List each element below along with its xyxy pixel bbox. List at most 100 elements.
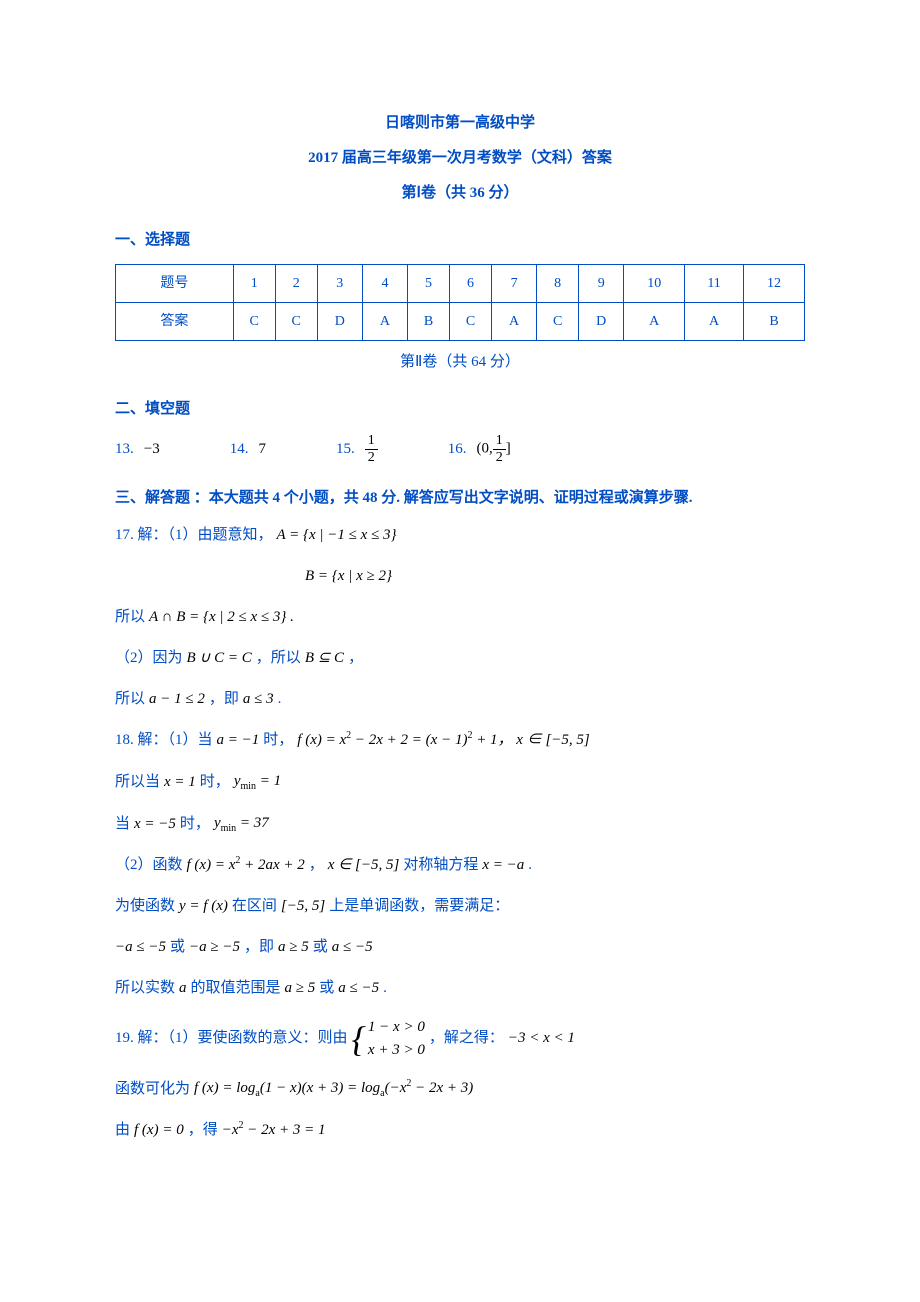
t: + 1， x ∈ [−5, 5] bbox=[472, 732, 589, 748]
math: A ∩ B = {x | 2 ≤ x ≤ 3} . bbox=[149, 604, 294, 631]
math: f (x) = x2 + 2ax + 2 bbox=[187, 852, 305, 879]
math: A = {x | −1 ≤ x ≤ 3} bbox=[277, 522, 397, 549]
cell: A bbox=[624, 303, 685, 341]
brace-content: 1 − x > 0 x + 3 > 0 bbox=[368, 1016, 425, 1061]
text: （2）函数 bbox=[115, 852, 183, 879]
row-label: 答案 bbox=[116, 303, 234, 341]
text: 所以当 bbox=[115, 769, 160, 796]
math: f (x) = x2 − 2x + 2 = (x − 1)2 + 1， x ∈ … bbox=[297, 727, 589, 754]
brace-icon: { bbox=[352, 1021, 366, 1057]
math: −a ≤ −5 bbox=[115, 934, 166, 961]
math: ymin = 37 bbox=[214, 810, 269, 838]
t: = 1 bbox=[256, 773, 281, 789]
text: . bbox=[528, 852, 532, 879]
suffix: ] bbox=[506, 441, 511, 457]
cell: 7 bbox=[491, 265, 536, 303]
math: y = f (x) bbox=[179, 893, 228, 920]
math: B ⊆ C bbox=[305, 645, 344, 672]
solution-line: 所以实数 a 的取值范围是 a ≥ 5 或 a ≤ −5 . bbox=[115, 975, 805, 1002]
math: a ≤ −5 bbox=[338, 975, 379, 1002]
text: 所以实数 bbox=[115, 975, 175, 1002]
solution-line: 所以当 x = 1 时， ymin = 1 bbox=[115, 768, 805, 796]
math: −x2 − 2x + 3 = 1 bbox=[222, 1117, 326, 1144]
text: 所以 bbox=[115, 686, 145, 713]
cell: 9 bbox=[579, 265, 624, 303]
text: ，得 bbox=[188, 1117, 218, 1144]
text: ，所以 bbox=[256, 645, 301, 672]
cell: C bbox=[450, 303, 492, 341]
math: a bbox=[179, 975, 187, 1002]
text: 对称轴方程 bbox=[403, 852, 478, 879]
math: a ≥ 5 bbox=[285, 975, 316, 1002]
text: . bbox=[278, 686, 282, 713]
part1-header: 第Ⅰ卷（共 36 分） bbox=[115, 180, 805, 207]
text: 上是单调函数，需要满足： bbox=[329, 893, 509, 920]
table-row: 答案 C C D A B C A C D A A B bbox=[116, 303, 805, 341]
cell: C bbox=[275, 303, 317, 341]
frac-den: 2 bbox=[365, 450, 378, 465]
t: − 2x + 3 = 1 bbox=[244, 1122, 326, 1138]
t: (1 − x)(x + 3) = log bbox=[260, 1080, 380, 1096]
math: x = −5 bbox=[134, 811, 176, 838]
fill-val: (0,12] bbox=[476, 433, 510, 465]
cell: B bbox=[743, 303, 804, 341]
text: 当 bbox=[115, 811, 130, 838]
math: −3 < x < 1 bbox=[508, 1025, 575, 1052]
t: f (x) = x bbox=[187, 857, 236, 873]
t: − 2x + 2 = (x − 1) bbox=[351, 732, 467, 748]
frac-num: 1 bbox=[493, 433, 506, 449]
t: − 2x + 3) bbox=[411, 1080, 473, 1096]
math: a = −1 bbox=[217, 727, 260, 754]
sub: min bbox=[221, 823, 237, 834]
text: 或 bbox=[319, 975, 334, 1002]
math: a − 1 ≤ 2 bbox=[149, 686, 205, 713]
solution-line: 18. 解：（1）当 a = −1 时， f (x) = x2 − 2x + 2… bbox=[115, 727, 805, 754]
prefix: (0, bbox=[476, 441, 492, 457]
fill-blank-row: 13. −3 14. 7 15. 1 2 16. (0,12] bbox=[115, 433, 805, 465]
text: 17. 解：（1）由题意知， bbox=[115, 522, 273, 549]
cell: D bbox=[579, 303, 624, 341]
text: ，即 bbox=[209, 686, 239, 713]
cell: 4 bbox=[362, 265, 407, 303]
math: x = 1 bbox=[164, 769, 196, 796]
brace-system: { 1 − x > 0 x + 3 > 0 bbox=[352, 1016, 425, 1061]
text: ， bbox=[309, 852, 324, 879]
cell: 11 bbox=[685, 265, 744, 303]
section2-title: 二、填空题 bbox=[115, 396, 805, 423]
exam-title: 2017 届高三年级第一次月考数学（文科）答案 bbox=[115, 145, 805, 172]
math: f (x) = 0 bbox=[134, 1117, 184, 1144]
cell: A bbox=[685, 303, 744, 341]
cell: C bbox=[233, 303, 275, 341]
text: 函数可化为 bbox=[115, 1076, 190, 1103]
solution-line: 由 f (x) = 0 ，得 −x2 − 2x + 3 = 1 bbox=[115, 1117, 805, 1144]
frac-den: 2 bbox=[493, 450, 506, 465]
math: ymin = 1 bbox=[234, 768, 281, 796]
math: x ∈ [−5, 5] bbox=[328, 852, 400, 879]
sub: min bbox=[240, 781, 256, 792]
math: f (x) = loga(1 − x)(x + 3) = loga(−x2 − … bbox=[194, 1075, 473, 1103]
text: 所以 bbox=[115, 604, 145, 631]
cell: A bbox=[491, 303, 536, 341]
t: + 2ax + 2 bbox=[240, 857, 304, 873]
solution-line: （2）因为 B ∪ C = C ，所以 B ⊆ C ， bbox=[115, 645, 805, 672]
solution-line: 所以 a − 1 ≤ 2 ，即 a ≤ 3 . bbox=[115, 686, 805, 713]
cell: 3 bbox=[317, 265, 362, 303]
part2-header: 第Ⅱ卷（共 64 分） bbox=[115, 349, 805, 376]
text: ，解之得： bbox=[429, 1025, 504, 1052]
fill-num: 13. bbox=[115, 436, 134, 463]
solution-line: （2）函数 f (x) = x2 + 2ax + 2 ， x ∈ [−5, 5]… bbox=[115, 852, 805, 879]
cell: 1 bbox=[233, 265, 275, 303]
text: 18. 解：（1）当 bbox=[115, 727, 213, 754]
math: [−5, 5] bbox=[281, 893, 325, 920]
solution-line: 17. 解：（1）由题意知， A = {x | −1 ≤ x ≤ 3} bbox=[115, 522, 805, 549]
math: a ≤ −5 bbox=[332, 934, 373, 961]
fill-val: 7 bbox=[258, 436, 266, 463]
eq: x + 3 > 0 bbox=[368, 1039, 425, 1062]
section3-title: 三、解答题 ：本大题共 4 个小题，共 48 分. 解答应写出文字说明、证明过程… bbox=[115, 485, 805, 512]
text: 在区间 bbox=[232, 893, 277, 920]
text: 的取值范围是 bbox=[191, 975, 281, 1002]
t: f (x) = log bbox=[194, 1080, 255, 1096]
math: a ≤ 3 bbox=[243, 686, 274, 713]
fill-frac: 1 2 bbox=[365, 433, 378, 465]
math: x = −a bbox=[482, 852, 524, 879]
